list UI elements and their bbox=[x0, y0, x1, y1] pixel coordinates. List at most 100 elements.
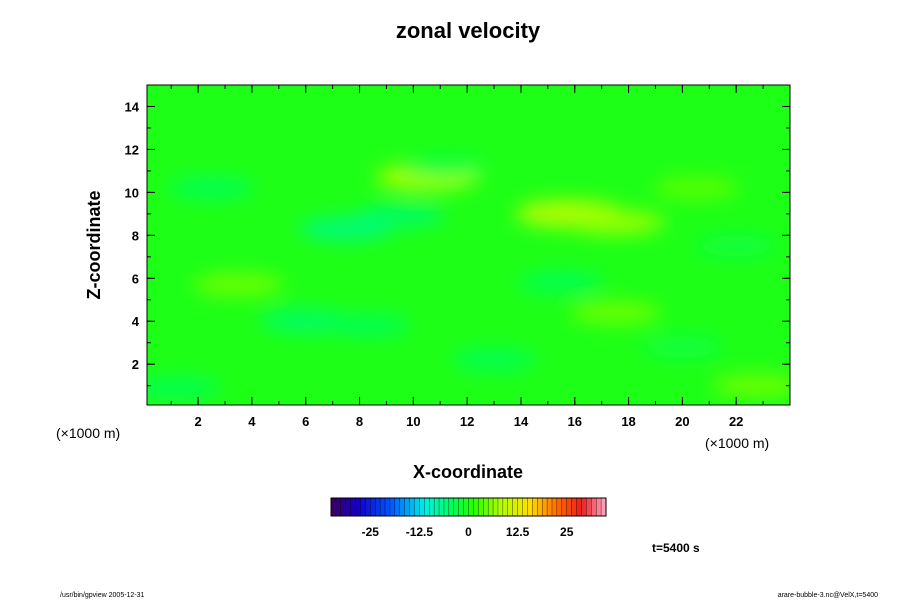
colorbar-cell bbox=[497, 497, 504, 517]
x-tick-label: 2 bbox=[194, 414, 201, 429]
y-tick-label: 10 bbox=[125, 185, 139, 200]
heatmap-plot-area bbox=[146, 84, 791, 406]
x-tick-label: 12 bbox=[460, 414, 474, 429]
colorbar-cell bbox=[478, 497, 484, 517]
colorbar-tick-label: -12.5 bbox=[406, 525, 434, 539]
colorbar-cell bbox=[507, 497, 514, 517]
colorbar-tick-label: 25 bbox=[560, 525, 574, 539]
field-feature bbox=[695, 235, 777, 257]
field-feature bbox=[168, 176, 255, 200]
colorbar-cell bbox=[370, 497, 376, 517]
field-feature bbox=[324, 314, 411, 337]
colorbar-tick-label: -25 bbox=[362, 525, 380, 539]
heatmap-field bbox=[147, 155, 790, 400]
chart-title: zonal velocity bbox=[396, 18, 541, 43]
colorbar-cell bbox=[384, 497, 391, 517]
colorbar-cell bbox=[463, 497, 469, 517]
x-tick-label: 14 bbox=[514, 414, 529, 429]
colorbar: -25 -12.5 0 12.5 25 bbox=[330, 497, 607, 539]
colorbar-cell bbox=[561, 497, 568, 517]
colorbar-cell bbox=[424, 497, 430, 517]
colorbar-cell bbox=[404, 497, 411, 517]
colorbar-cell bbox=[586, 497, 592, 517]
y-axis-label: Z-coordinate bbox=[84, 190, 104, 299]
colorbar-cell bbox=[527, 497, 533, 517]
field-feature bbox=[147, 376, 220, 400]
colorbar-cells bbox=[330, 497, 607, 517]
colorbar-cell bbox=[433, 497, 440, 517]
x-tick-label: 20 bbox=[675, 414, 689, 429]
colorbar-cell bbox=[556, 497, 563, 517]
colorbar-cell bbox=[581, 497, 587, 517]
x-tick-label: 8 bbox=[356, 414, 363, 429]
x-axis: 2 4 6 8 10 12 14 16 18 20 22 bbox=[170, 85, 791, 429]
colorbar-cell bbox=[389, 497, 396, 517]
colorbar-cell bbox=[409, 497, 415, 517]
plot-frame bbox=[146, 84, 791, 406]
field-feature bbox=[405, 155, 487, 178]
colorbar-cell bbox=[468, 497, 474, 517]
field-feature bbox=[712, 373, 790, 398]
y-axis: 2 4 6 8 10 12 14 bbox=[125, 84, 790, 387]
colorbar-cell bbox=[487, 497, 494, 517]
time-label: t=5400 s bbox=[652, 541, 700, 555]
x-axis-label: X-coordinate bbox=[413, 462, 523, 482]
colorbar-cell bbox=[596, 497, 602, 517]
colorbar-cell bbox=[522, 497, 528, 517]
colorbar-cell bbox=[399, 497, 406, 517]
colorbar-cell bbox=[350, 497, 357, 517]
colorbar-ticks: -25 -12.5 0 12.5 25 bbox=[362, 525, 574, 539]
y-tick-label: 2 bbox=[132, 357, 139, 372]
colorbar-cell bbox=[541, 497, 548, 517]
colorbar-cell bbox=[340, 497, 347, 517]
colorbar-cell bbox=[335, 497, 342, 517]
colorbar-cell bbox=[492, 497, 499, 517]
colorbar-cell bbox=[443, 497, 450, 517]
x-tick-label: 4 bbox=[248, 414, 256, 429]
colorbar-cell bbox=[453, 497, 460, 517]
colorbar-cell bbox=[330, 497, 337, 517]
x-tick-label: 6 bbox=[302, 414, 309, 429]
x-tick-label: 18 bbox=[621, 414, 635, 429]
colorbar-cell bbox=[379, 497, 386, 517]
colorbar-cell bbox=[438, 497, 445, 517]
colorbar-cell bbox=[365, 497, 371, 517]
colorbar-tick-label: 12.5 bbox=[506, 525, 530, 539]
colorbar-cell bbox=[414, 497, 420, 517]
colorbar-cell bbox=[394, 497, 401, 517]
colorbar-cell bbox=[546, 497, 553, 517]
colorbar-cell bbox=[517, 497, 523, 517]
y-tick-label: 8 bbox=[132, 228, 139, 243]
colorbar-tick-label: 0 bbox=[465, 525, 472, 539]
field-feature bbox=[354, 204, 445, 229]
colorbar-cell bbox=[473, 497, 479, 517]
colorbar-cell bbox=[591, 497, 597, 517]
colorbar-cell bbox=[532, 497, 538, 517]
colorbar-frame bbox=[330, 497, 607, 517]
colorbar-cell bbox=[571, 497, 578, 517]
y-tick-label: 6 bbox=[132, 271, 139, 286]
field-feature bbox=[451, 348, 537, 372]
field-feature bbox=[565, 209, 665, 236]
colorbar-cell bbox=[419, 497, 425, 517]
colorbar-cell bbox=[537, 497, 543, 517]
field-feature bbox=[641, 336, 723, 358]
colorbar-cell bbox=[355, 497, 361, 517]
y-tick-label: 4 bbox=[132, 314, 140, 329]
field-feature bbox=[193, 272, 284, 297]
x-tick-label: 22 bbox=[729, 414, 743, 429]
x-tick-label: 10 bbox=[406, 414, 420, 429]
x-tick-label: 16 bbox=[568, 414, 582, 429]
x-unit-note: (×1000 m) bbox=[705, 435, 769, 451]
colorbar-cell bbox=[483, 497, 489, 517]
field-feature bbox=[570, 300, 661, 325]
colorbar-cell bbox=[512, 497, 519, 517]
colorbar-cell bbox=[345, 497, 352, 517]
field-feature bbox=[653, 176, 739, 200]
colorbar-cell bbox=[576, 497, 582, 517]
y-tick-label: 14 bbox=[125, 99, 140, 114]
colorbar-cell bbox=[566, 497, 573, 517]
colorbar-cell bbox=[448, 497, 455, 517]
y-unit-note: (×1000 m) bbox=[56, 425, 120, 441]
